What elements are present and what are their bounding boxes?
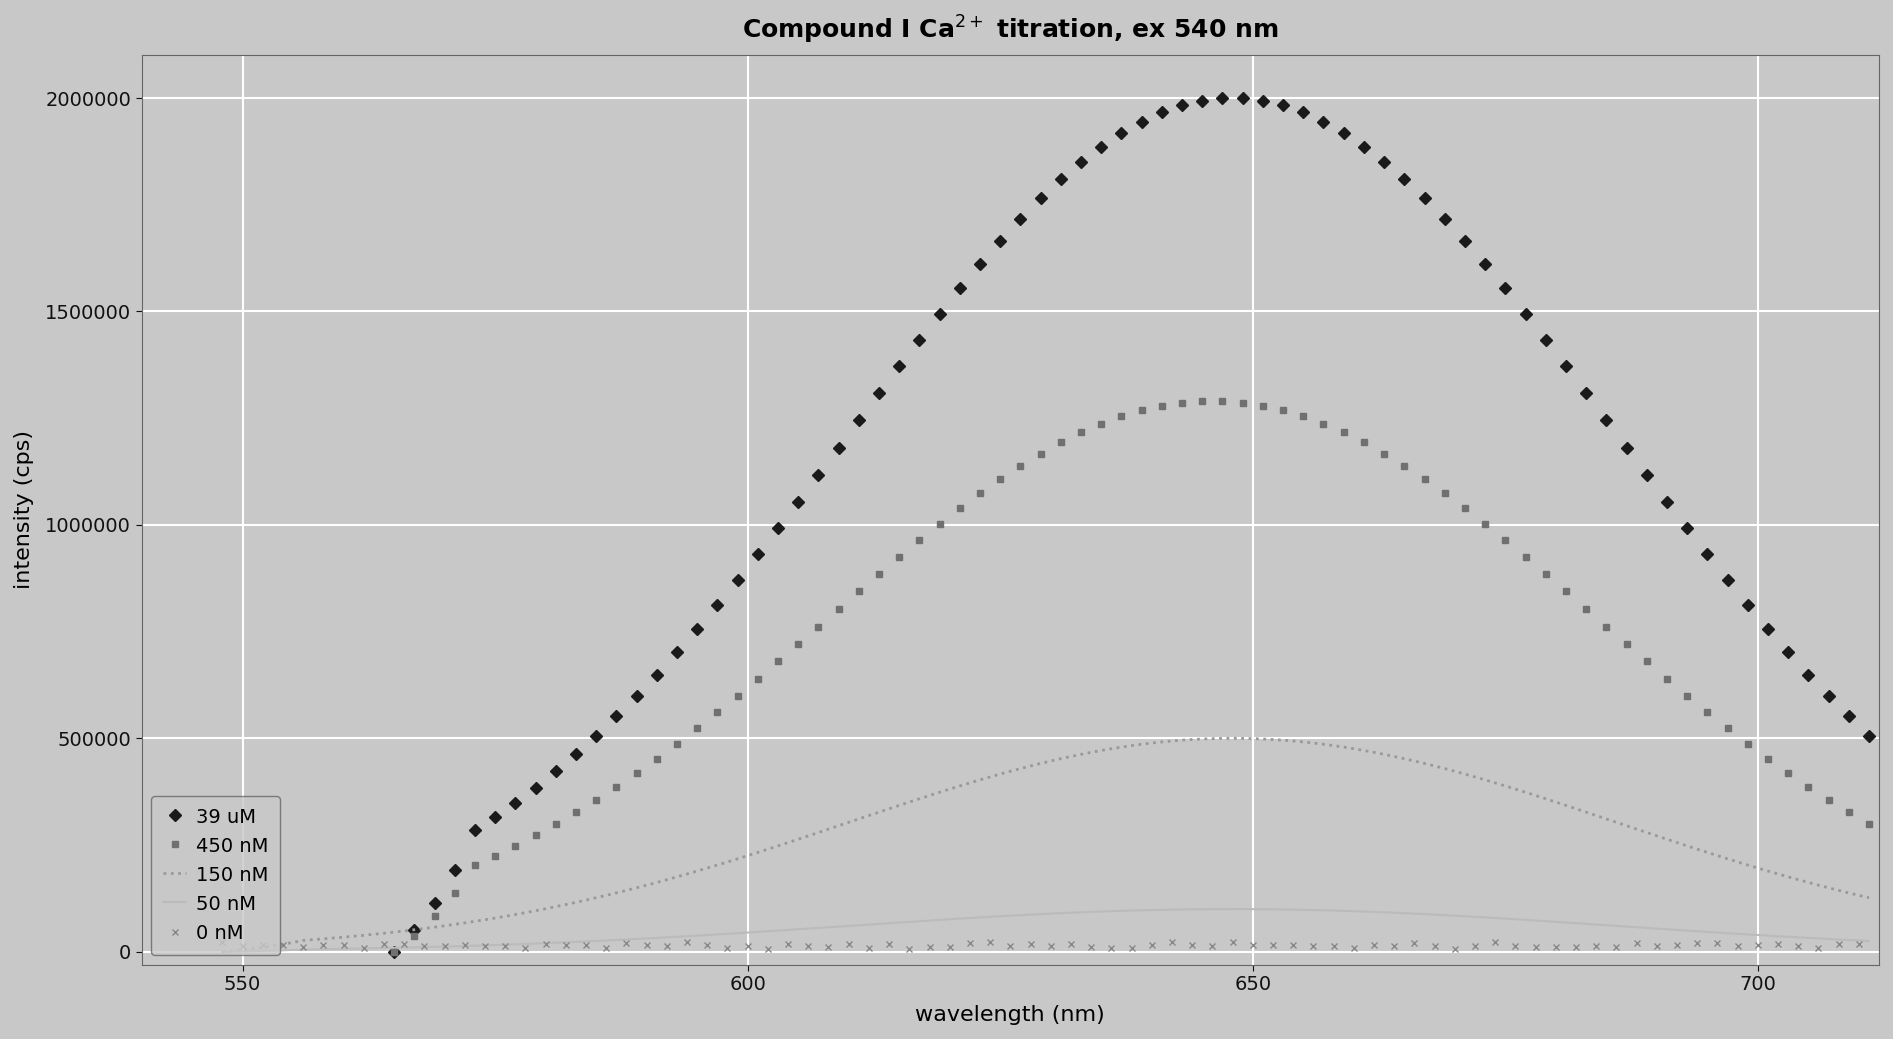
50 nM: [464, 939, 487, 952]
Y-axis label: intensity (cps): intensity (cps): [13, 430, 34, 589]
450 nM: [706, 705, 729, 718]
0 nM: [1000, 939, 1022, 952]
50 nM: [1000, 909, 1022, 922]
150 nM: [464, 915, 487, 928]
450 nM: [382, 945, 405, 958]
39 uM: [382, 945, 405, 958]
450 nM: [1736, 738, 1759, 750]
150 nM: [1221, 732, 1244, 745]
450 nM: [1191, 395, 1213, 407]
50 nM: [1787, 931, 1810, 943]
0 nM: [1566, 941, 1588, 954]
0 nM: [676, 936, 699, 949]
0 nM: [757, 943, 780, 956]
150 nM: [1000, 765, 1022, 777]
0 nM: [655, 940, 678, 953]
0 nM: [210, 936, 233, 949]
450 nM: [1212, 395, 1234, 407]
Legend: 39 uM, 450 nM, 150 nM, 50 nM, 0 nM: 39 uM, 450 nM, 150 nM, 50 nM, 0 nM: [151, 796, 280, 955]
Line: 150 nM: 150 nM: [221, 739, 1868, 952]
39 uM: [867, 387, 890, 399]
Line: 50 nM: 50 nM: [221, 909, 1868, 952]
50 nM: [1221, 903, 1244, 915]
150 nM: [1787, 874, 1810, 886]
50 nM: [1857, 935, 1880, 948]
0 nM: [1524, 940, 1547, 953]
450 nM: [1230, 397, 1253, 409]
39 uM: [1857, 729, 1880, 742]
39 uM: [1212, 92, 1234, 105]
150 nM: [1857, 891, 1880, 904]
39 uM: [685, 622, 708, 635]
150 nM: [1424, 760, 1446, 772]
0 nM: [1848, 937, 1870, 950]
450 nM: [867, 568, 890, 581]
39 uM: [1736, 598, 1759, 611]
Line: 39 uM: 39 uM: [390, 95, 1874, 956]
50 nM: [1424, 908, 1446, 921]
150 nM: [878, 802, 901, 815]
50 nM: [210, 945, 233, 958]
39 uM: [1191, 95, 1213, 107]
39 uM: [706, 598, 729, 611]
50 nM: [878, 917, 901, 930]
39 uM: [1230, 92, 1253, 105]
50 nM: [1494, 912, 1516, 925]
Line: 0 nM: 0 nM: [220, 938, 1863, 953]
150 nM: [210, 945, 233, 958]
X-axis label: wavelength (nm): wavelength (nm): [916, 1005, 1106, 1025]
150 nM: [1494, 779, 1516, 792]
0 nM: [594, 941, 617, 954]
Title: Compound I Ca$^{2+}$ titration, ex 540 nm: Compound I Ca$^{2+}$ titration, ex 540 n…: [742, 14, 1278, 46]
450 nM: [685, 722, 708, 735]
0 nM: [1160, 935, 1183, 948]
Line: 450 nM: 450 nM: [390, 398, 1872, 955]
450 nM: [1857, 818, 1880, 830]
